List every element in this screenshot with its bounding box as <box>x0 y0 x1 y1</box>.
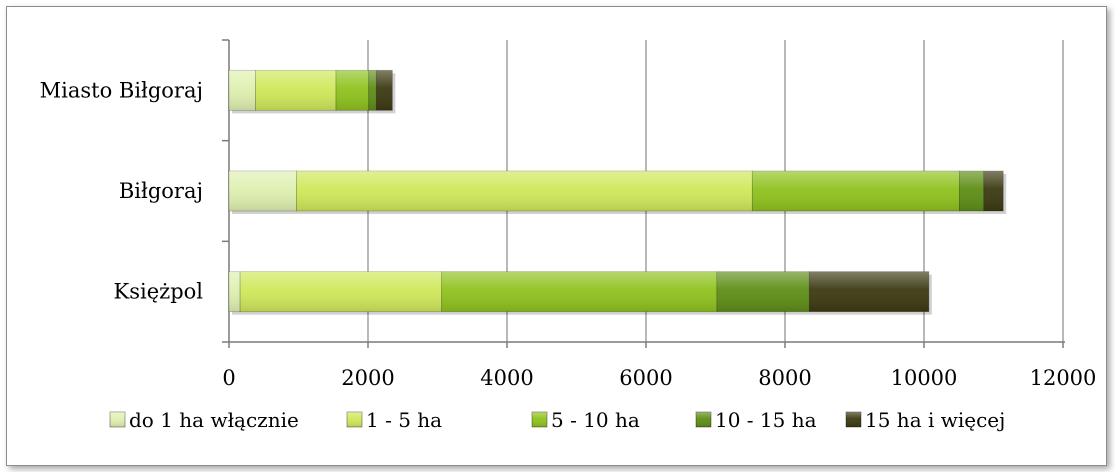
legend: do 1 ha włącznie 1 - 5 ha 5 - 10 ha 10 - 15… <box>109 408 1005 432</box>
bar-highlight <box>255 70 337 111</box>
bar-highlight <box>752 171 960 211</box>
legend-label: 10 - 15 ha <box>715 408 817 432</box>
legend-swatch-highlight <box>347 412 362 427</box>
x-tick-label: 6000 <box>619 366 672 390</box>
x-tick-label: 10000 <box>891 366 958 390</box>
category-label: Księżpol <box>114 280 204 304</box>
bar-highlight <box>959 171 984 211</box>
legend-swatch-highlight <box>110 412 125 427</box>
bars <box>228 69 1007 315</box>
legend-item: do 1 ha włącznie <box>109 408 299 432</box>
legend-swatch-highlight <box>696 412 711 427</box>
chart-frame: Miasto Biłgoraj Biłgoraj Księżpol 0 2000 400… <box>6 6 1107 466</box>
legend-label: 15 ha i więcej <box>865 408 1005 432</box>
category-labels: Miasto Biłgoraj Biłgoraj Księżpol <box>40 78 204 303</box>
bar-highlight <box>441 271 717 312</box>
category-label: Biłgoraj <box>119 179 203 203</box>
bar-highlight <box>229 70 256 111</box>
legend-label: 5 - 10 ha <box>551 408 640 432</box>
legend-item: 10 - 15 ha <box>695 408 817 432</box>
bar-highlight <box>716 271 810 312</box>
x-tick-labels: 0 2000 4000 6000 8000 10000 12000 <box>222 366 1096 390</box>
x-tick-label: 2000 <box>341 366 394 390</box>
stacked-bar-chart: Miasto Biłgoraj Biłgoraj Księżpol 0 2000 400… <box>40 39 1096 432</box>
category-label: Miasto Biłgoraj <box>40 78 203 102</box>
legend-label: do 1 ha włącznie <box>129 408 299 432</box>
x-tick-label: 4000 <box>480 366 533 390</box>
bar-highlight <box>368 70 377 111</box>
legend-swatch-highlight <box>846 412 861 427</box>
x-tick-label: 8000 <box>758 366 811 390</box>
bar-highlight <box>809 271 929 312</box>
x-tick-label: 0 <box>222 366 235 390</box>
legend-label: 1 - 5 ha <box>366 408 442 432</box>
x-tick-label: 12000 <box>1030 366 1097 390</box>
bar-highlight <box>983 171 1004 211</box>
bar-highlight <box>240 271 442 312</box>
bar-highlight <box>229 171 297 211</box>
legend-swatch-highlight <box>532 412 547 427</box>
legend-item: 1 - 5 ha <box>346 408 442 432</box>
legend-item: 5 - 10 ha <box>531 408 640 432</box>
bar-highlight <box>376 70 393 111</box>
legend-item: 15 ha i więcej <box>845 408 1005 432</box>
bar-highlight <box>336 70 369 111</box>
bar-highlight <box>296 171 753 211</box>
bar-highlight <box>229 271 241 312</box>
